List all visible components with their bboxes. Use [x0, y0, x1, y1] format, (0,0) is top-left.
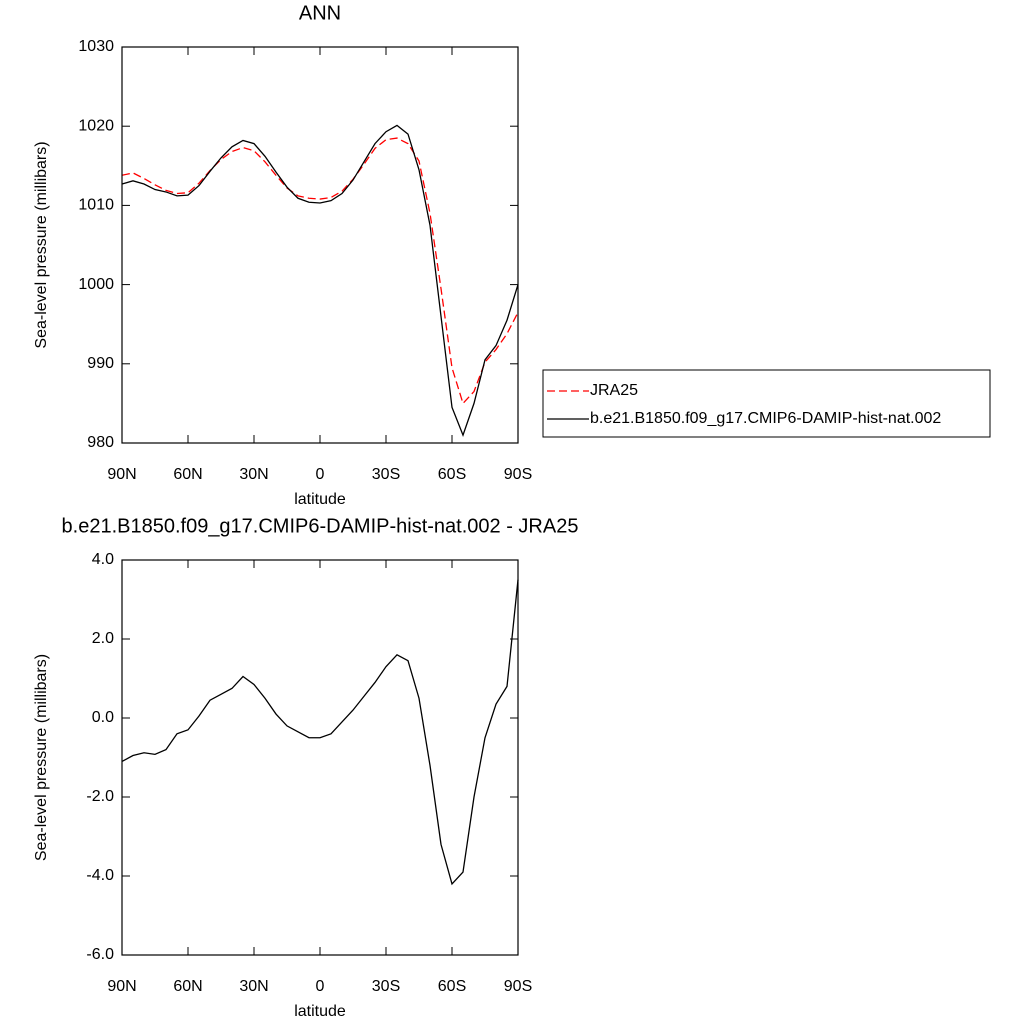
y-tick-label: -2.0: [86, 788, 114, 805]
chart-title: b.e21.B1850.f09_g17.CMIP6-DAMIP-hist-nat…: [62, 515, 579, 537]
x-axis-label: latitude: [294, 491, 346, 508]
y-axis-label: Sea-level pressure (millibars): [33, 141, 50, 348]
y-tick-label: 1020: [78, 117, 114, 134]
x-tick-label: 90N: [107, 978, 136, 995]
x-tick-label: 0: [316, 978, 325, 995]
x-axis-label: latitude: [294, 1003, 346, 1020]
series-line: [121, 137, 519, 405]
y-tick-label: 980: [87, 434, 114, 451]
y-axis-label: Sea-level pressure (millibars): [33, 654, 50, 861]
y-tick-label: 1010: [78, 197, 114, 214]
plot-frame: [121, 559, 519, 956]
y-tick-label: -6.0: [86, 946, 114, 963]
y-tick-label: 1000: [78, 276, 114, 293]
legend-box: [542, 369, 991, 438]
x-tick-label: 60N: [173, 978, 202, 995]
x-tick-label: 30S: [372, 466, 400, 483]
series-line: [121, 579, 519, 886]
legend-label: b.e21.B1850.f09_g17.CMIP6-DAMIP-hist-nat…: [590, 410, 941, 427]
legend-label: JRA25: [590, 382, 638, 399]
y-tick-label: 4.0: [92, 551, 114, 568]
x-tick-label: 90N: [107, 466, 136, 483]
x-tick-label: 30S: [372, 978, 400, 995]
x-tick-label: 60S: [438, 978, 466, 995]
y-tick-label: 1030: [78, 38, 114, 55]
y-tick-label: 990: [87, 355, 114, 372]
x-tick-label: 90S: [504, 466, 532, 483]
x-tick-label: 60N: [173, 466, 202, 483]
x-tick-label: 30N: [239, 466, 268, 483]
x-tick-label: 0: [316, 466, 325, 483]
x-tick-label: 60S: [438, 466, 466, 483]
x-tick-label: 90S: [504, 978, 532, 995]
x-tick-label: 30N: [239, 978, 268, 995]
y-tick-label: 0.0: [92, 709, 114, 726]
y-tick-label: 2.0: [92, 630, 114, 647]
series-line: [121, 124, 519, 437]
plot-frame: [121, 46, 519, 444]
y-tick-label: -4.0: [86, 867, 114, 884]
chart-title: ANN: [299, 2, 341, 24]
